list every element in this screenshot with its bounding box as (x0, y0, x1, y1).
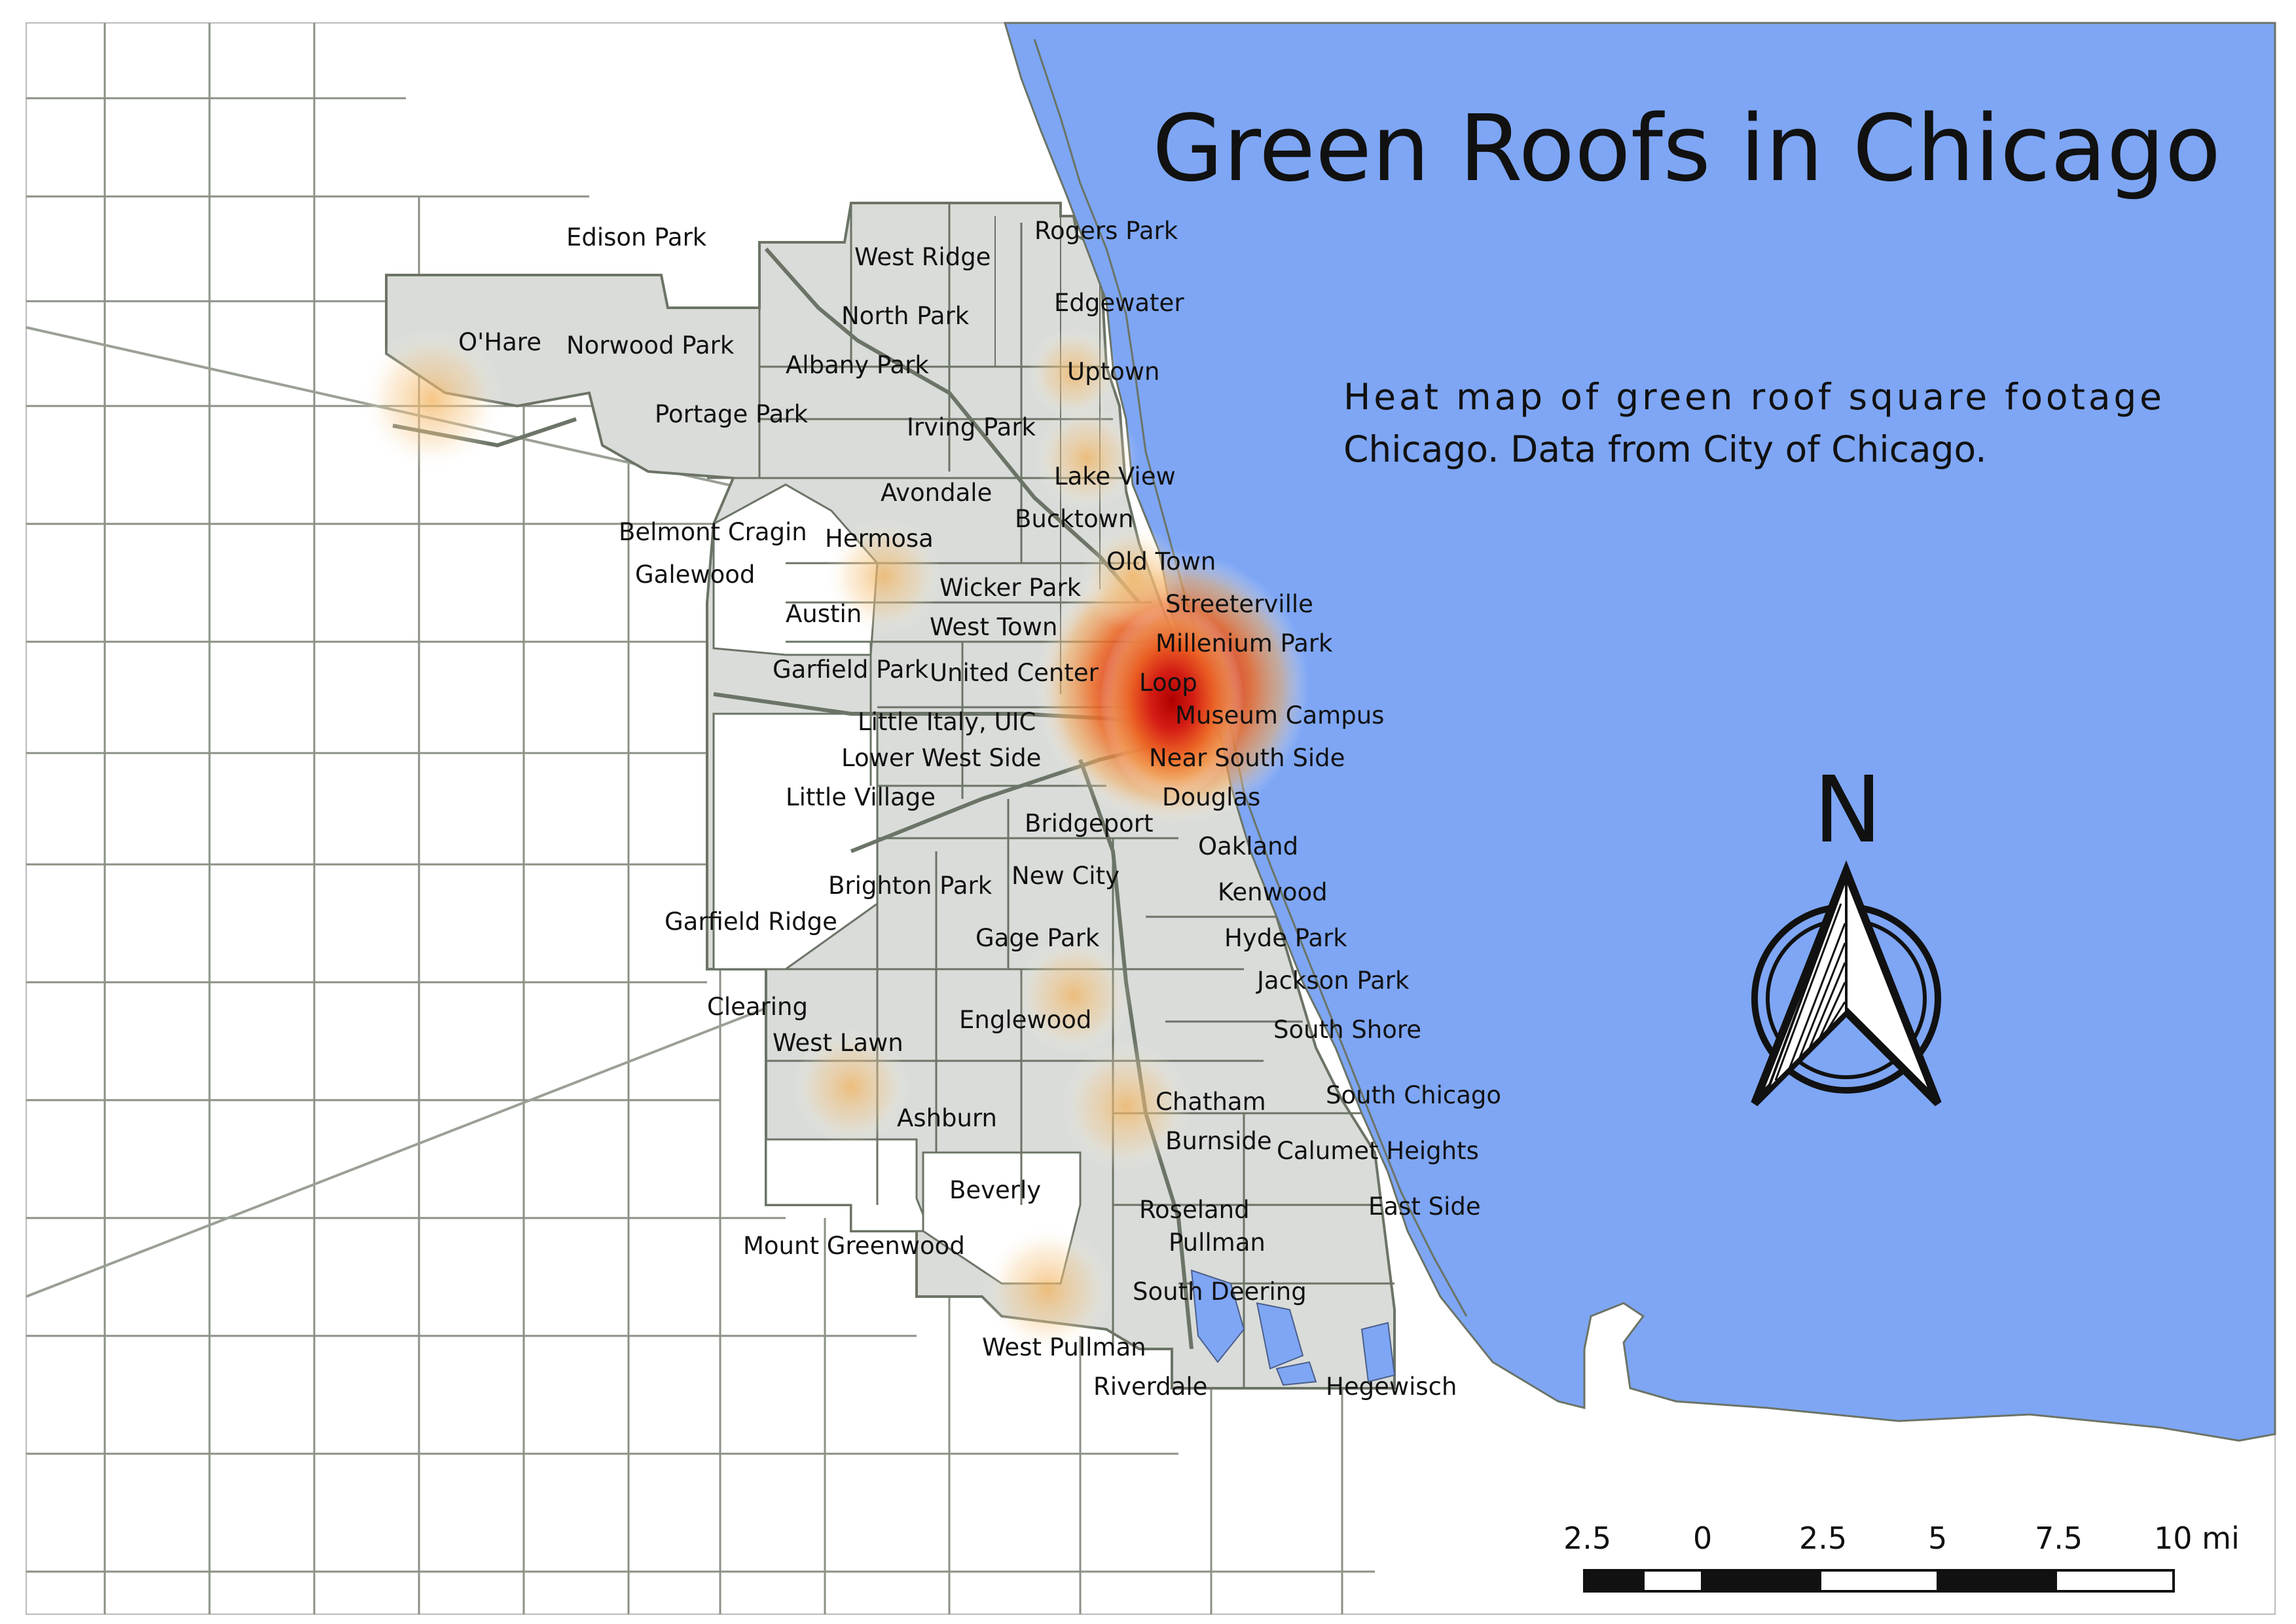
neighborhood-label: O'Hare (458, 328, 541, 356)
scale-label: 10 mi (2154, 1521, 2240, 1556)
neighborhood-label: Kenwood (1218, 878, 1328, 906)
map-title: Green Roofs in Chicago (1152, 96, 2221, 202)
neighborhood-label: Englewood (959, 1006, 1091, 1034)
neighborhood-label: Calumet Heights (1277, 1137, 1479, 1165)
neighborhood-label: Little Village (786, 783, 936, 811)
neighborhood-label: New City (1011, 862, 1120, 890)
neighborhood-label: West Pullman (982, 1333, 1146, 1361)
scale-label: 7.5 (2035, 1521, 2083, 1556)
neighborhood-label: Avondale (881, 479, 992, 507)
neighborhood-label: West Lawn (773, 1029, 903, 1057)
neighborhood-label: Little Italy, UIC (858, 708, 1036, 736)
heat-spot (1061, 1041, 1192, 1172)
neighborhood-label: Riverdale (1093, 1373, 1207, 1401)
heat-map-layer (360, 327, 1309, 1356)
community-boundaries (707, 203, 1394, 1388)
neighborhood-label: Rogers Park (1034, 217, 1178, 245)
heat-spot (982, 1225, 1113, 1356)
neighborhood-label: Beverly (949, 1176, 1041, 1204)
neighborhood-label: Loop (1139, 669, 1197, 697)
neighborhood-label: Millenium Park (1156, 629, 1333, 657)
scale-label: 2.5 (1799, 1521, 1847, 1556)
neighborhood-label: Douglas (1162, 783, 1260, 811)
calumet-lakes (1190, 1269, 1396, 1386)
neighborhood-label: Mount Greenwood (743, 1232, 965, 1260)
heat-spot (360, 327, 504, 471)
neighborhood-label: Old Town (1106, 547, 1216, 576)
neighborhood-label: Hegewisch (1326, 1373, 1457, 1401)
scale-label: 0 (1693, 1521, 1712, 1556)
neighborhood-label: Ashburn (897, 1104, 997, 1132)
heat-spot (1100, 602, 1244, 799)
neighborhood-label: North Park (841, 302, 970, 330)
neighborhood-label: Gage Park (975, 924, 1100, 952)
neighborhood-label: South Chicago (1326, 1081, 1501, 1109)
north-arrow: N (1751, 757, 1942, 1107)
neighborhood-label: Jackson Park (1256, 967, 1410, 995)
neighborhood-label: Garfield Park (773, 655, 929, 684)
neighborhood-label: Brighton Park (828, 872, 993, 900)
neighborhood-label: United Center (930, 659, 1099, 687)
neighborhood-label: Lower West Side (841, 744, 1041, 772)
neighborhood-label: South Deering (1133, 1278, 1307, 1306)
neighborhood-label: Uptown (1067, 358, 1159, 386)
neighborhood-label: West Town (930, 613, 1057, 641)
neighborhood-label: Bucktown (1015, 505, 1133, 533)
neighborhood-labels: Edison Park Rogers Park West Ridge Edgew… (458, 217, 1501, 1401)
heat-spot (792, 1028, 910, 1146)
heat-spot (1028, 327, 1120, 419)
neighborhood-label: South Shore (1273, 1016, 1421, 1044)
neighborhood-label: Roseland (1139, 1196, 1250, 1224)
neighborhood-label: Lake View (1054, 462, 1176, 490)
neighborhood-label: Chatham (1156, 1088, 1266, 1116)
neighborhood-label: Burnside (1165, 1127, 1272, 1155)
neighborhood-label: Hyde Park (1224, 924, 1347, 952)
non-city-enclave (765, 1138, 932, 1232)
heat-spot (1080, 524, 1185, 629)
neighborhood-label: Austin (786, 600, 862, 628)
heat-spot (1034, 406, 1139, 511)
neighborhood-label: Pullman (1169, 1228, 1266, 1257)
neighborhood-label: Galewood (635, 561, 755, 589)
neighborhood-label: Museum Campus (1175, 701, 1384, 729)
neighborhood-label: Belmont Cragin (619, 518, 807, 546)
neighborhood-label: Albany Park (786, 351, 929, 379)
neighborhood-label: Edison Park (566, 223, 707, 251)
scale-bar: 2.5 0 2.5 5 7.5 10 mi (1563, 1521, 2240, 1593)
neighborhood-label: Oakland (1198, 832, 1298, 860)
neighborhood-label: Clearing (707, 993, 808, 1021)
lake-michigan (1003, 22, 2276, 1442)
north-arrow-icon (1751, 860, 1942, 1107)
scale-label: 2.5 (1563, 1521, 1611, 1556)
scale-label: 5 (1928, 1521, 1947, 1556)
neighborhood-label: Bridgeport (1025, 809, 1153, 838)
neighborhood-label: Garfield Ridge (665, 908, 837, 936)
heat-spot (1015, 936, 1133, 1054)
neighborhood-label: Norwood Park (566, 331, 735, 360)
neighborhood-label: Streeterville (1165, 590, 1313, 618)
neighborhood-label: Edgewater (1054, 289, 1184, 317)
neighborhood-label: West Ridge (854, 243, 991, 271)
neighborhood-label: Portage Park (655, 400, 809, 428)
north-letter: N (1813, 757, 1882, 864)
heat-spot (825, 517, 943, 635)
neighborhood-label: Irving Park (907, 413, 1036, 441)
map-subtitle-line-1: Heat map of green roof square footage (1343, 376, 2162, 418)
neighborhood-label: Near South Side (1149, 744, 1345, 772)
map-subtitle-line-2: Chicago. Data from City of Chicago. (1343, 428, 1987, 470)
neighborhood-label: Wicker Park (939, 574, 1082, 602)
neighborhood-label: East Side (1368, 1192, 1481, 1221)
neighborhood-label: Hermosa (825, 525, 934, 553)
